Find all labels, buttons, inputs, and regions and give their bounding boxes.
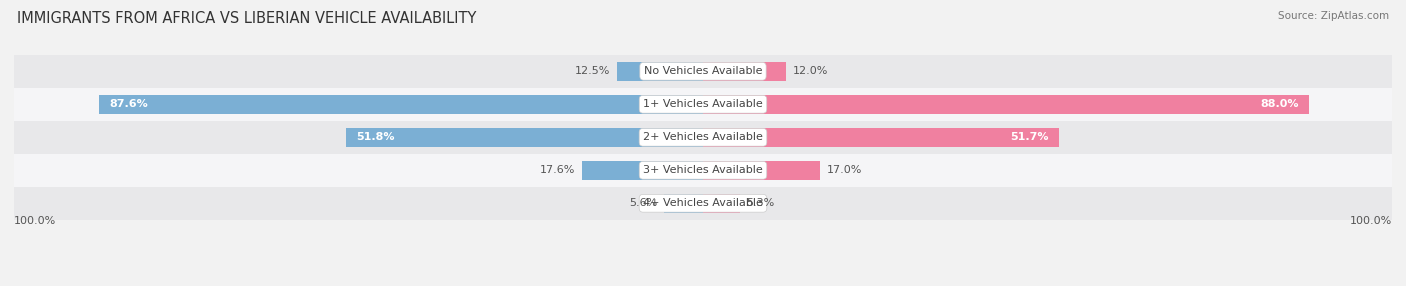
Bar — [703, 95, 1309, 114]
Text: 12.5%: 12.5% — [575, 66, 610, 76]
Text: 17.6%: 17.6% — [540, 165, 575, 175]
Bar — [14, 55, 1392, 88]
Text: 3+ Vehicles Available: 3+ Vehicles Available — [643, 165, 763, 175]
Text: 1+ Vehicles Available: 1+ Vehicles Available — [643, 99, 763, 109]
Text: 5.3%: 5.3% — [747, 198, 775, 208]
Bar — [582, 161, 703, 180]
Bar — [703, 194, 740, 213]
Bar — [14, 88, 1392, 121]
Text: 51.7%: 51.7% — [1011, 132, 1049, 142]
Bar — [14, 187, 1392, 220]
Text: 100.0%: 100.0% — [14, 217, 56, 227]
Text: 51.8%: 51.8% — [357, 132, 395, 142]
Bar — [703, 62, 786, 81]
Text: 88.0%: 88.0% — [1260, 99, 1299, 109]
Text: 12.0%: 12.0% — [793, 66, 828, 76]
Text: 100.0%: 100.0% — [1350, 217, 1392, 227]
Text: 4+ Vehicles Available: 4+ Vehicles Available — [643, 198, 763, 208]
Text: 87.6%: 87.6% — [110, 99, 149, 109]
Bar — [14, 154, 1392, 187]
Text: 5.6%: 5.6% — [630, 198, 658, 208]
Text: IMMIGRANTS FROM AFRICA VS LIBERIAN VEHICLE AVAILABILITY: IMMIGRANTS FROM AFRICA VS LIBERIAN VEHIC… — [17, 11, 477, 26]
Bar — [703, 128, 1059, 147]
Bar — [346, 128, 703, 147]
Bar — [665, 194, 703, 213]
Text: 17.0%: 17.0% — [827, 165, 862, 175]
Text: No Vehicles Available: No Vehicles Available — [644, 66, 762, 76]
Bar — [14, 121, 1392, 154]
Bar — [703, 161, 820, 180]
Text: Source: ZipAtlas.com: Source: ZipAtlas.com — [1278, 11, 1389, 21]
Bar — [617, 62, 703, 81]
Text: 2+ Vehicles Available: 2+ Vehicles Available — [643, 132, 763, 142]
Bar — [100, 95, 703, 114]
